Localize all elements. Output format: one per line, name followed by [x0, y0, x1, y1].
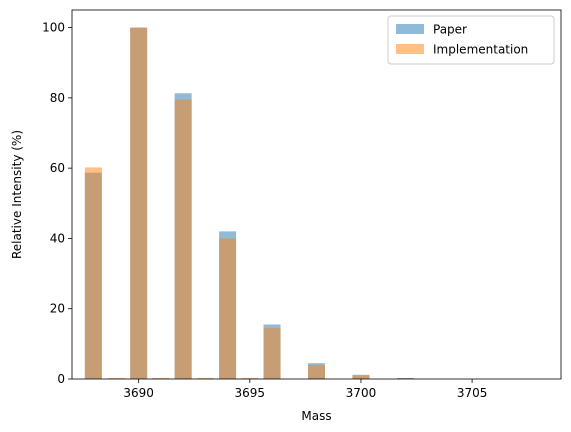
legend-swatch-paper	[396, 24, 424, 34]
bar-implementation-8	[263, 328, 281, 379]
x-tick-label-1: 3695	[235, 386, 266, 400]
bar-implementation-4	[174, 99, 192, 380]
bar-implementation-10	[352, 375, 370, 379]
bar-implementation-7	[241, 377, 259, 379]
y-tick-label-0: 0	[57, 372, 65, 386]
x-tick-label-0: 3690	[123, 386, 154, 400]
bar-implementation-6	[219, 238, 237, 379]
y-axis-label: Relative Intensity (%)	[10, 130, 24, 259]
bars-layer	[84, 27, 414, 380]
x-axis-label: Mass	[301, 409, 331, 423]
plot-frame	[71, 9, 562, 380]
legend-swatch-implementation	[396, 44, 424, 54]
bar-implementation-2	[130, 27, 148, 379]
legend-label-implementation: Implementation	[433, 43, 528, 57]
axes-layer: 3690 3695 3700 3705 0 20 40 60 80 100	[42, 9, 562, 400]
bar-implementation-5	[196, 377, 214, 379]
bar-implementation-3	[152, 377, 170, 379]
y-tick-label-5: 100	[42, 21, 65, 35]
y-tick-label-2: 40	[50, 231, 65, 245]
bar-implementation-0	[84, 167, 102, 379]
y-tick-label-4: 80	[50, 91, 65, 105]
legend-box	[387, 15, 555, 65]
x-tick-label-3: 3705	[457, 386, 488, 400]
legend-label-paper: Paper	[433, 23, 467, 37]
x-tick-label-2: 3700	[346, 386, 377, 400]
legend: Paper Implementation	[387, 15, 555, 65]
bar-implementation-1	[107, 377, 125, 379]
y-tick-label-3: 60	[50, 161, 65, 175]
bar-implementation-9	[308, 364, 325, 379]
y-tick-label-1: 20	[50, 302, 65, 316]
